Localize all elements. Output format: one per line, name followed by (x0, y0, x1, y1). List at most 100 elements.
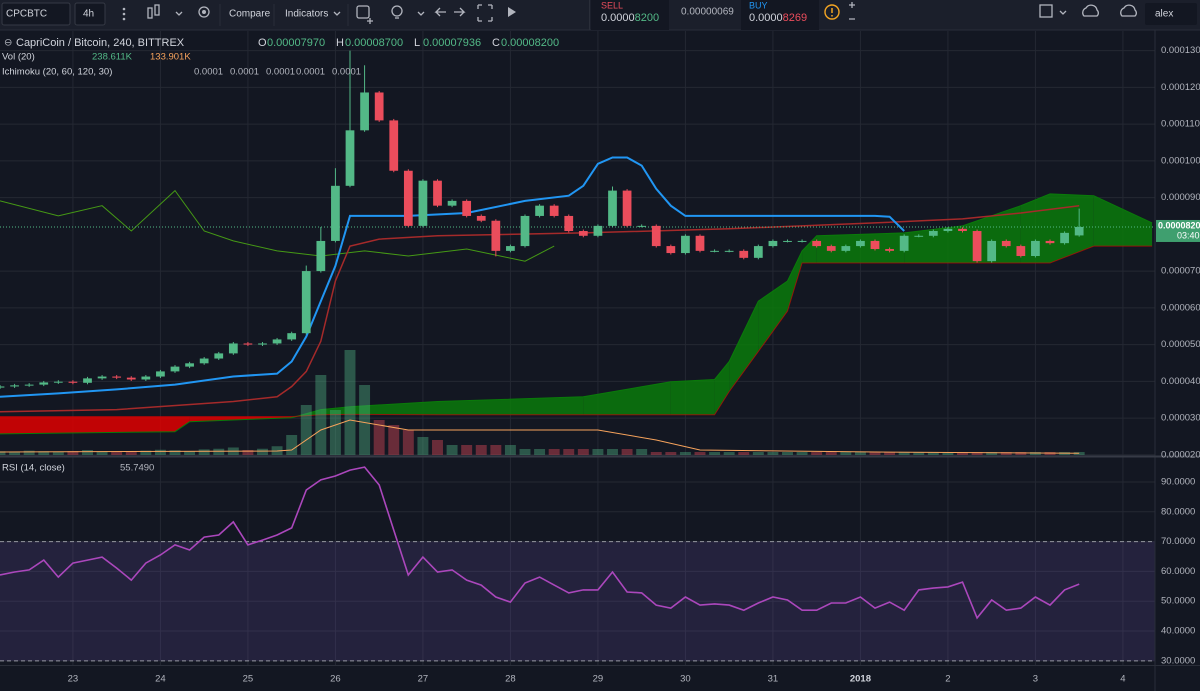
x-tick-label: 27 (418, 674, 429, 685)
zoom-buttons[interactable] (849, 2, 855, 20)
candle-body (272, 339, 282, 344)
compare-button[interactable]: Compare (229, 9, 271, 20)
rsi-band-layer (0, 541, 1155, 662)
volume-bar (388, 425, 400, 455)
indicators-button[interactable]: Indicators (285, 9, 328, 20)
indicators-dropdown[interactable] (333, 11, 341, 16)
idea-button[interactable] (391, 5, 425, 19)
collapse-icon[interactable]: ⊖ (4, 38, 12, 49)
candle-body (112, 376, 122, 378)
fullscreen-button[interactable] (477, 4, 493, 22)
user-box[interactable] (1145, 3, 1197, 25)
volume-bar (957, 452, 968, 455)
y-tick-label: 30.0000 (1161, 655, 1195, 666)
volume-bar (359, 385, 371, 455)
y-tick-label: 70.0000 (1161, 536, 1195, 547)
symbol[interactable]: CPCBTC (6, 9, 47, 20)
candle-body (826, 246, 836, 251)
axes-layer: 23242526272829303120182340.00013000.0001… (68, 45, 1200, 685)
candle-body (170, 366, 180, 372)
candle-body (447, 200, 457, 206)
volume-bar (432, 440, 443, 455)
candle-body (1016, 246, 1026, 257)
candle-body (943, 228, 953, 232)
buy-price: 0.00008269 (749, 12, 807, 24)
user-name[interactable]: alex (1155, 9, 1173, 20)
x-tick-label: 24 (155, 674, 166, 685)
price-axis-bg (1155, 30, 1200, 691)
warning-icon[interactable] (824, 4, 840, 20)
volume-bar (67, 451, 79, 455)
chart-style-button[interactable] (147, 4, 183, 19)
candle-body (228, 343, 238, 354)
candle-body (258, 343, 267, 345)
volume-bar (154, 449, 166, 455)
undo-button[interactable] (434, 7, 446, 17)
x-tick-label: 26 (330, 674, 341, 685)
volume-bar (286, 435, 298, 455)
cloud-segment (0, 416, 175, 434)
sell-label: SELL (601, 0, 623, 10)
volume-bar (329, 410, 341, 455)
redo-button[interactable] (454, 7, 466, 17)
ohlc-key: H (336, 37, 344, 49)
ohlc-value: 0.00008700 (345, 37, 403, 49)
base-line (0, 204, 1080, 413)
volume-bar (490, 445, 502, 455)
candle-body (739, 250, 749, 258)
candle-body (987, 240, 997, 262)
candle-body (345, 130, 355, 186)
candle-body (637, 225, 647, 227)
volume-bar (461, 445, 473, 455)
cloud-segment (583, 381, 671, 415)
candle-body (316, 240, 326, 272)
replay-button[interactable] (508, 7, 516, 17)
symbol-box[interactable] (1, 2, 71, 26)
last-price-tag (1156, 219, 1200, 242)
volume-bar (592, 449, 604, 455)
volume-bar (300, 405, 312, 455)
interval-box[interactable] (74, 2, 106, 26)
volume-bar (504, 445, 516, 455)
volume-bar (140, 450, 152, 455)
cloud-segment (670, 379, 715, 415)
volume-bar (344, 350, 356, 455)
volume-bar (446, 445, 458, 455)
ichimoku-legend-value: 0.0001 (296, 67, 325, 78)
candle-body (389, 120, 399, 171)
cloud-segment (787, 250, 803, 312)
alert-button[interactable] (356, 5, 373, 24)
volume-bar (782, 452, 793, 455)
chart-title: CapriCoin / Bitcoin, 240, BITTREX (16, 37, 185, 49)
volume-bar (942, 452, 954, 455)
candle-body (535, 205, 544, 216)
buy-button[interactable] (741, 0, 819, 30)
settings-button[interactable] (198, 6, 210, 18)
volume-bar (898, 452, 910, 455)
candle-body (287, 333, 297, 340)
candle-body (403, 170, 413, 226)
load-cloud-button[interactable] (1120, 4, 1137, 17)
layout-dropdown[interactable] (1059, 10, 1067, 15)
interval[interactable]: 4h (83, 9, 94, 20)
volume-bar (213, 448, 225, 455)
layout-button[interactable] (1039, 4, 1053, 18)
lagging-line (0, 189, 555, 262)
volume-ma-legend-value: 133.901K (150, 52, 191, 63)
cloud-segment (758, 280, 788, 352)
volume-bar (52, 451, 64, 455)
volume-bar (315, 375, 327, 455)
more-button[interactable] (122, 7, 126, 21)
candle-body (374, 92, 384, 121)
volume-bar (96, 451, 108, 455)
sell-button[interactable] (591, 0, 669, 30)
save-cloud-button[interactable] (1082, 4, 1099, 17)
candle-body (768, 240, 778, 247)
volume-bar (184, 451, 196, 455)
volume-bar (709, 452, 721, 455)
